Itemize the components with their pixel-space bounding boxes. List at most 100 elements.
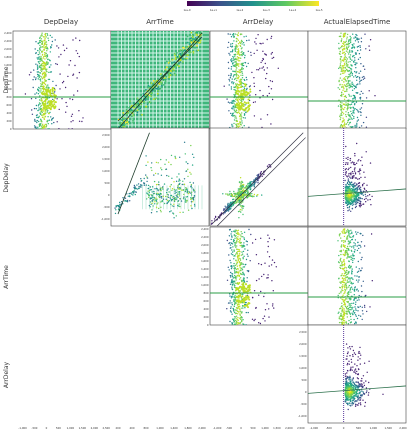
data-point bbox=[343, 43, 345, 46]
data-point bbox=[347, 64, 349, 66]
data-point bbox=[44, 115, 46, 118]
data-point bbox=[192, 52, 195, 55]
trend-line bbox=[117, 36, 203, 122]
data-point bbox=[349, 159, 351, 162]
data-point bbox=[263, 315, 266, 317]
data-point bbox=[238, 69, 240, 71]
data-point bbox=[227, 203, 229, 206]
data-point bbox=[359, 49, 362, 51]
data-point bbox=[149, 186, 152, 188]
data-point bbox=[48, 128, 50, 129]
data-point bbox=[348, 260, 350, 262]
col-header-1: ArrTime bbox=[146, 18, 174, 26]
data-point bbox=[47, 101, 50, 103]
data-point bbox=[170, 163, 172, 166]
data-point bbox=[243, 93, 246, 95]
data-point bbox=[241, 317, 243, 319]
data-point bbox=[153, 98, 155, 100]
data-point bbox=[242, 207, 244, 209]
data-point bbox=[337, 312, 339, 314]
data-point bbox=[242, 263, 245, 265]
data-point bbox=[242, 103, 245, 106]
data-point bbox=[252, 297, 254, 299]
data-point bbox=[247, 255, 249, 257]
data-point bbox=[234, 49, 236, 51]
data-point bbox=[236, 245, 238, 247]
data-point bbox=[167, 201, 170, 203]
data-point bbox=[349, 126, 351, 128]
data-point bbox=[158, 193, 160, 195]
data-point bbox=[245, 287, 248, 290]
data-point bbox=[182, 189, 184, 192]
data-point bbox=[347, 293, 349, 295]
data-point bbox=[240, 268, 242, 270]
data-point bbox=[362, 65, 365, 67]
data-point bbox=[166, 191, 168, 194]
data-point bbox=[355, 309, 357, 311]
data-point bbox=[229, 203, 231, 205]
data-point bbox=[345, 310, 347, 312]
data-point bbox=[146, 180, 148, 183]
data-point bbox=[238, 285, 241, 288]
data-point bbox=[342, 86, 345, 88]
data-point bbox=[358, 38, 360, 40]
data-point bbox=[48, 102, 51, 105]
data-point bbox=[348, 319, 350, 322]
data-point bbox=[69, 60, 72, 62]
data-point bbox=[147, 187, 149, 190]
data-point bbox=[271, 57, 273, 59]
data-point bbox=[348, 95, 351, 97]
data-point bbox=[38, 65, 40, 68]
data-point bbox=[241, 232, 243, 235]
panel-DepDelay-vs-ArrDelay bbox=[209, 127, 309, 227]
data-point bbox=[47, 37, 49, 39]
data-point bbox=[155, 200, 158, 202]
y-tick-label: 500 bbox=[105, 181, 110, 185]
data-point bbox=[158, 195, 160, 198]
data-point bbox=[237, 236, 239, 238]
data-point bbox=[234, 78, 236, 80]
data-point bbox=[186, 35, 189, 38]
data-point bbox=[199, 31, 201, 32]
data-point bbox=[267, 277, 269, 279]
data-point bbox=[187, 209, 190, 211]
data-point bbox=[354, 371, 356, 373]
data-point bbox=[227, 41, 230, 44]
data-point bbox=[338, 80, 340, 83]
data-point bbox=[344, 240, 346, 242]
data-point bbox=[239, 54, 242, 56]
data-point bbox=[37, 75, 39, 78]
data-point bbox=[241, 185, 243, 187]
data-point bbox=[359, 70, 362, 72]
data-point bbox=[151, 209, 153, 211]
data-point bbox=[192, 198, 195, 200]
data-point bbox=[247, 98, 250, 101]
data-point bbox=[357, 92, 359, 94]
data-point bbox=[354, 98, 356, 100]
data-point bbox=[41, 92, 44, 95]
data-point bbox=[348, 267, 351, 269]
data-point bbox=[346, 38, 348, 40]
data-point bbox=[367, 195, 369, 197]
data-point bbox=[345, 312, 348, 315]
data-point bbox=[261, 60, 263, 62]
data-point bbox=[362, 313, 364, 315]
data-point bbox=[343, 62, 346, 64]
data-point bbox=[62, 44, 65, 46]
data-point bbox=[347, 43, 349, 45]
data-point bbox=[350, 95, 352, 97]
data-point bbox=[186, 46, 188, 49]
data-point bbox=[234, 64, 236, 66]
data-point bbox=[341, 93, 343, 96]
data-point bbox=[230, 267, 233, 270]
data-point bbox=[45, 75, 47, 77]
data-point bbox=[47, 112, 50, 115]
data-point bbox=[231, 201, 233, 203]
data-point bbox=[37, 53, 39, 56]
data-point bbox=[72, 39, 74, 41]
data-point bbox=[43, 71, 45, 74]
data-point bbox=[161, 169, 163, 171]
data-point bbox=[350, 321, 352, 323]
data-point bbox=[34, 93, 36, 95]
data-point bbox=[342, 319, 345, 322]
